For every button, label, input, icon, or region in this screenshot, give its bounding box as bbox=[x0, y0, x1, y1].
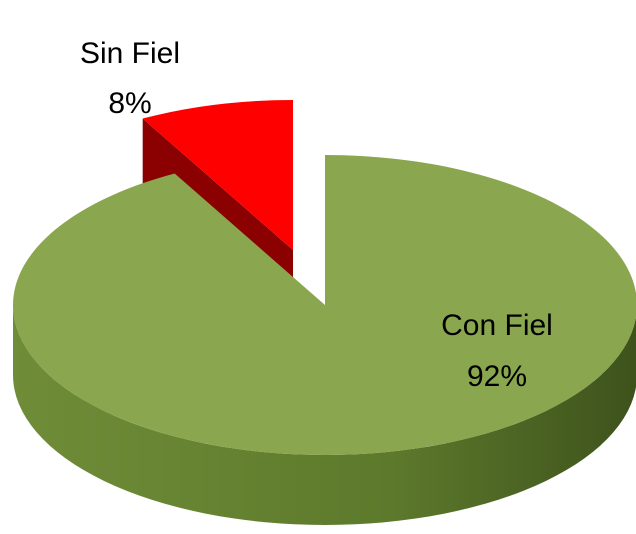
slice-label-name: Con Fiel bbox=[441, 309, 553, 342]
slice bbox=[142, 100, 293, 250]
slice-label-value: 8% bbox=[108, 87, 151, 120]
slice-label-value: 92% bbox=[467, 360, 527, 393]
slice-side bbox=[13, 305, 636, 525]
slice-label-name: Sin Fiel bbox=[80, 37, 180, 70]
slice bbox=[13, 155, 636, 455]
